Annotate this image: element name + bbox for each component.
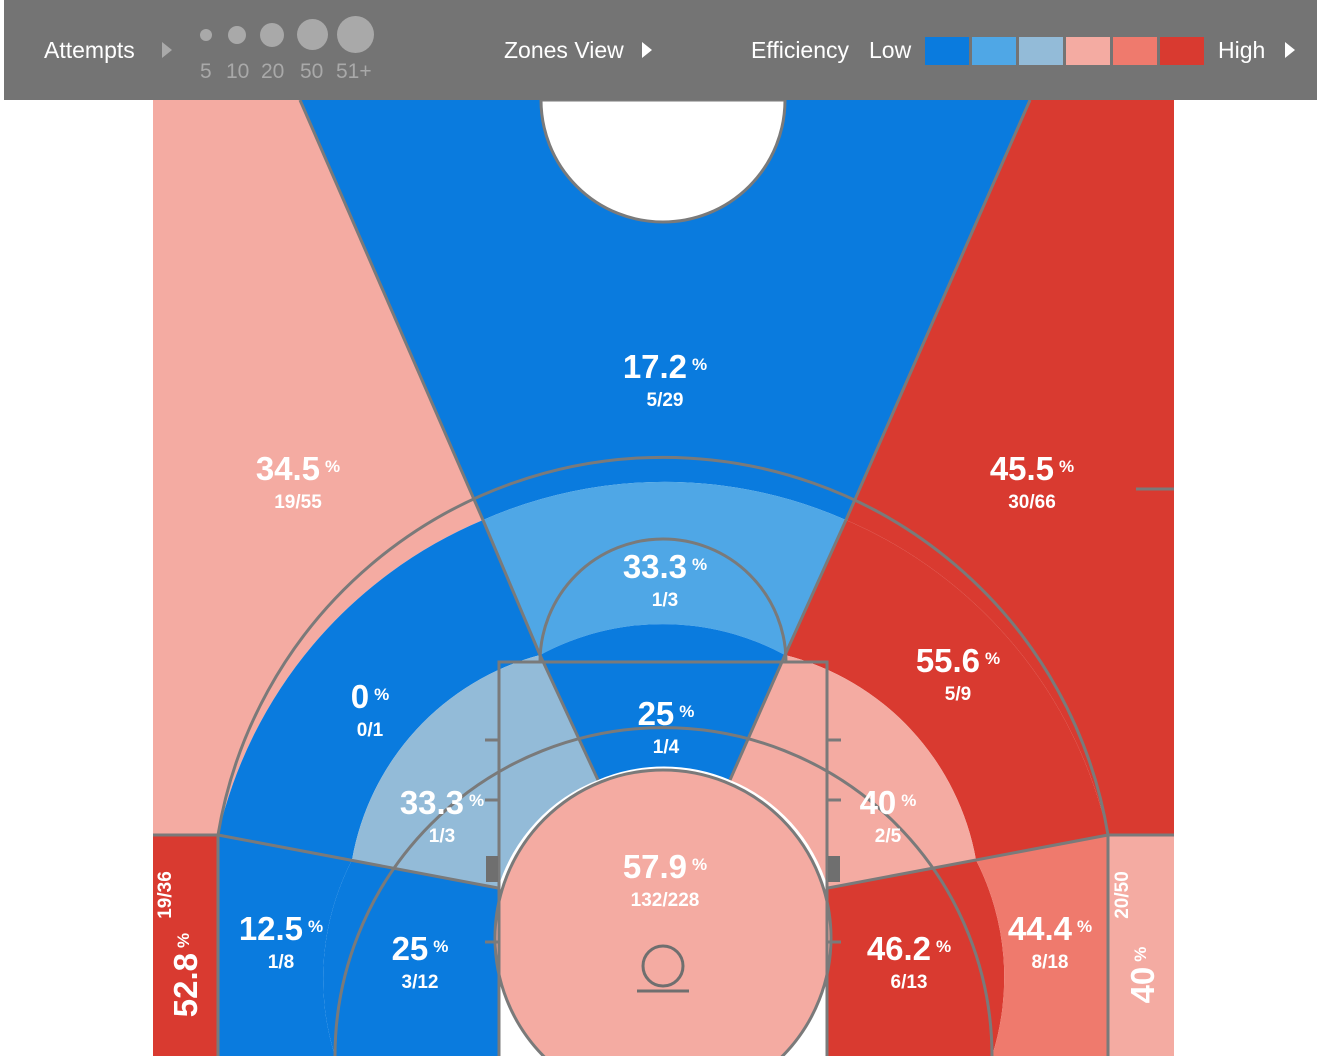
free-throw-circle: [538, 537, 788, 663]
attempt-size-dot-5: [200, 29, 212, 41]
zone-long-mid-center[interactable]: [483, 481, 846, 655]
zone-attempts-label: 0/1: [357, 720, 384, 741]
zone-long-mid-right[interactable]: [785, 520, 1108, 860]
attempt-size-label: 10: [226, 60, 250, 83]
efficiency-swatch: [1160, 37, 1204, 65]
zone-long-mid-left[interactable]: [218, 520, 540, 860]
zone-baseline-mid-left-outer[interactable]: [218, 835, 352, 1056]
attempt-size-label: 51+: [336, 60, 372, 83]
basket-icon: [637, 944, 689, 993]
efficiency-swatch: [972, 37, 1016, 65]
court-markings: [485, 487, 1174, 1056]
attempt-size-dot-51-plus: [337, 16, 374, 53]
zone-attempts-label: 1/3: [429, 826, 455, 847]
attempt-size-dot-50: [297, 19, 328, 50]
zone-attempts-label: 2/5: [875, 826, 902, 847]
zone-above-break-center[interactable]: [300, 100, 1030, 520]
zone-short-mid-right[interactable]: [730, 655, 976, 888]
zone-attempts-label: 1/4: [653, 737, 680, 758]
zone-boundaries: [153, 100, 1174, 1056]
efficiency-label: Efficiency: [751, 37, 850, 63]
zone-attempts-label: 1/3: [652, 590, 678, 611]
paint-lane: [497, 660, 829, 1056]
zone-corner-three-left[interactable]: [153, 835, 218, 1056]
zone-corner-three-right[interactable]: [1108, 835, 1174, 1056]
chart-toolbar: Attempts 5 10 20 50 51+ Zones View Effic…: [4, 0, 1317, 100]
zone-attempts-label: 6/13: [891, 972, 928, 993]
zone-attempts-label: 5/29: [647, 390, 684, 411]
efficiency-high-label: High: [1218, 37, 1266, 63]
zone-baseline-mid-right-outer[interactable]: [976, 835, 1108, 1056]
attempt-size-dot-20: [260, 23, 284, 47]
zone-attempts-label: 132/228: [631, 890, 700, 911]
attempt-size-dot-10: [228, 26, 246, 44]
zone-attempts-label: 8/18: [1032, 952, 1069, 973]
zone-attempts-label: 19/36: [155, 871, 176, 919]
zone-attempts-label: 3/12: [402, 972, 439, 993]
zones-view-label[interactable]: Zones View: [504, 37, 624, 63]
zones-view-arrow-icon[interactable]: [642, 42, 652, 58]
zone-baseline-mid-left-inner[interactable]: [323, 860, 498, 1056]
efficiency-swatch: [1113, 37, 1157, 65]
efficiency-swatch: [1066, 37, 1110, 65]
attempts-label[interactable]: Attempts: [44, 37, 135, 63]
zone-label-short-mid-center: 25 %1/4: [638, 695, 695, 758]
attempt-size-label: 50: [300, 60, 324, 83]
zone-above-break-left[interactable]: [153, 100, 483, 835]
zone-restricted-area[interactable]: [495, 770, 831, 1056]
zone-pct-label: 25%: [638, 695, 695, 732]
zone-attempts-label: 30/66: [1008, 492, 1056, 513]
zone-attempts-label: 1/8: [268, 952, 294, 973]
attempts-arrow-icon[interactable]: [162, 42, 172, 58]
efficiency-low-label: Low: [869, 37, 912, 63]
efficiency-swatch: [925, 37, 969, 65]
efficiency-arrow-icon[interactable]: [1285, 42, 1295, 58]
attempt-size-label: 5: [200, 60, 212, 83]
hoop-cutout: [539, 98, 787, 224]
zone-above-break-right[interactable]: [846, 100, 1174, 835]
efficiency-swatch: [1019, 37, 1063, 65]
zone-attempts-label: 19/55: [274, 492, 322, 513]
zone-short-mid-left[interactable]: [352, 655, 598, 888]
zone-baseline-mid-right-inner[interactable]: [828, 860, 1005, 1056]
zone-attempts-label: 5/9: [945, 684, 971, 705]
attempt-size-label: 20: [261, 60, 285, 83]
zone-attempts-label: 20/50: [1112, 871, 1133, 919]
